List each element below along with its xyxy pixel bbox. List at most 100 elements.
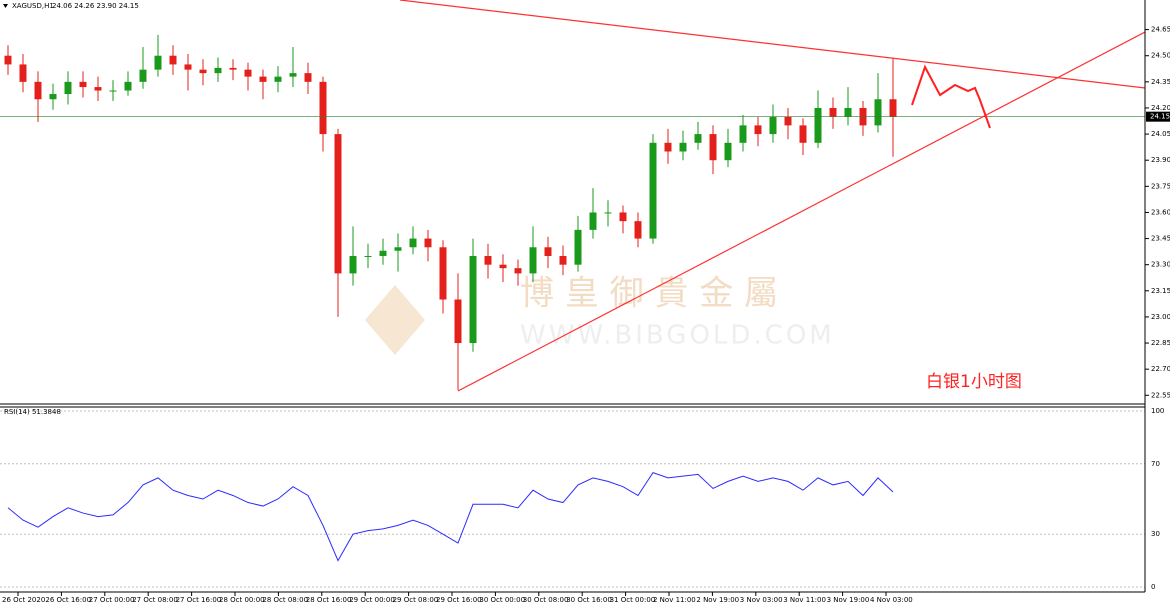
candle-body — [874, 99, 882, 126]
candle-body — [319, 81, 327, 135]
x-tick-label: 28 Oct 00:00 — [219, 596, 265, 604]
candle-body — [514, 268, 522, 274]
y-tick-label: 23.15 — [1151, 287, 1170, 295]
y-tick-label: 24.35 — [1151, 78, 1170, 86]
candle-body — [829, 107, 837, 117]
x-tick-label: 26 Oct 16:00 — [45, 596, 91, 604]
candle-body — [64, 81, 72, 95]
x-tick-label: 29 Oct 08:00 — [393, 596, 439, 604]
candle-body — [424, 238, 432, 248]
candle-body — [574, 229, 582, 265]
candle-body — [499, 264, 507, 269]
x-tick-label: 3 Nov 19:00 — [827, 596, 870, 604]
candle-body — [19, 64, 27, 82]
y-tick-label: 22.55 — [1151, 391, 1170, 399]
candle-body — [124, 81, 132, 91]
y-tick-label: 23.60 — [1151, 208, 1170, 216]
x-tick-label: 27 Oct 00:00 — [89, 596, 135, 604]
x-tick-label: 2 Nov 11:00 — [653, 596, 696, 604]
candle-body — [724, 142, 732, 161]
x-tick-label: 3 Nov 03:00 — [740, 596, 783, 604]
candle-body — [379, 250, 387, 256]
candle-body — [229, 67, 237, 70]
candle-body — [334, 134, 342, 274]
candle-body — [394, 247, 402, 251]
rsi-tick-label: 0 — [1151, 583, 1155, 591]
candle-body — [589, 212, 597, 230]
candle-body — [109, 90, 117, 92]
candle-body — [94, 87, 102, 91]
candle-body — [439, 247, 447, 300]
candle-body — [184, 64, 192, 70]
watermark-url: WWW.BIBGOLD.COM — [520, 321, 835, 351]
candle-body — [289, 73, 297, 77]
candle-body — [544, 247, 552, 256]
candle-body — [634, 221, 642, 239]
candle-body — [349, 255, 357, 274]
x-tick-label: 3 Nov 11:00 — [783, 596, 826, 604]
y-tick-label: 22.85 — [1151, 339, 1170, 347]
candle-body — [754, 125, 762, 135]
forecast-arrow — [911, 64, 991, 129]
ohlc-text: 24.06 24.26 23.90 24.15 — [52, 2, 139, 10]
y-tick-label: 23.75 — [1151, 182, 1170, 190]
candle-body — [304, 73, 312, 82]
candle-body — [274, 76, 282, 82]
x-tick-label: 30 Oct 16:00 — [566, 596, 612, 604]
y-tick-label: 24.20 — [1151, 104, 1170, 112]
candle-body — [244, 69, 252, 77]
candle-body — [154, 55, 162, 70]
candle-body — [709, 134, 717, 161]
x-tick-label: 26 Oct 2020 — [2, 596, 45, 604]
rsi-line — [7, 471, 894, 562]
x-tick-label: 2 Nov 19:00 — [696, 596, 739, 604]
candle-body — [454, 299, 462, 344]
last-price-label: 24.15 — [1150, 113, 1170, 121]
candle-body — [49, 94, 57, 100]
annotation: 白银1小时图 — [926, 372, 1022, 392]
candle-body — [769, 116, 777, 135]
candle-body — [214, 67, 222, 74]
x-tick-label: 30 Oct 08:00 — [523, 596, 569, 604]
watermark-logo — [365, 285, 425, 355]
candle-body — [469, 255, 477, 344]
candle-body — [619, 212, 627, 222]
x-tick-label: 29 Oct 16:00 — [436, 596, 482, 604]
candle-body — [844, 107, 852, 117]
candle-body — [889, 99, 897, 117]
candle-body — [664, 142, 672, 152]
x-tick-label: 28 Oct 16:00 — [306, 596, 352, 604]
y-tick-label: 24.50 — [1151, 52, 1170, 60]
y-tick-label: 23.00 — [1151, 313, 1170, 321]
candle-body — [784, 116, 792, 126]
x-tick-label: 31 Oct 00:00 — [610, 596, 656, 604]
menu-icon — [3, 4, 8, 8]
candle-body — [139, 69, 147, 82]
y-tick-label: 24.05 — [1151, 130, 1170, 138]
x-tick-label: 30 Oct 00:00 — [479, 596, 525, 604]
candle-body — [199, 69, 207, 74]
x-tick-label: 28 Oct 08:00 — [262, 596, 308, 604]
candle-body — [364, 255, 372, 257]
y-tick-label: 23.30 — [1151, 261, 1170, 269]
candle-body — [559, 255, 567, 265]
watermark: 博 皇 御 貴 金 屬 — [520, 274, 778, 314]
candle-body — [679, 142, 687, 152]
candle-body — [484, 255, 492, 265]
candle-body — [4, 55, 12, 65]
candle-body — [34, 81, 42, 100]
x-tick-label: 27 Oct 16:00 — [176, 596, 222, 604]
rsi-tick-label: 70 — [1151, 460, 1160, 468]
candle-body — [604, 212, 612, 214]
trend-line — [457, 31, 1146, 392]
x-tick-label: 29 Oct 00:00 — [349, 596, 395, 604]
candle-body — [529, 247, 537, 274]
y-tick-label: 22.70 — [1151, 365, 1170, 373]
y-tick-label: 23.90 — [1151, 156, 1170, 164]
x-tick-label: 27 Oct 08:00 — [132, 596, 178, 604]
candle-body — [799, 125, 807, 143]
candle-body — [169, 55, 177, 65]
symbol: XAGUSD,H1 — [12, 2, 54, 10]
rsi-label: RSI(14) 51.3848 — [4, 408, 61, 416]
